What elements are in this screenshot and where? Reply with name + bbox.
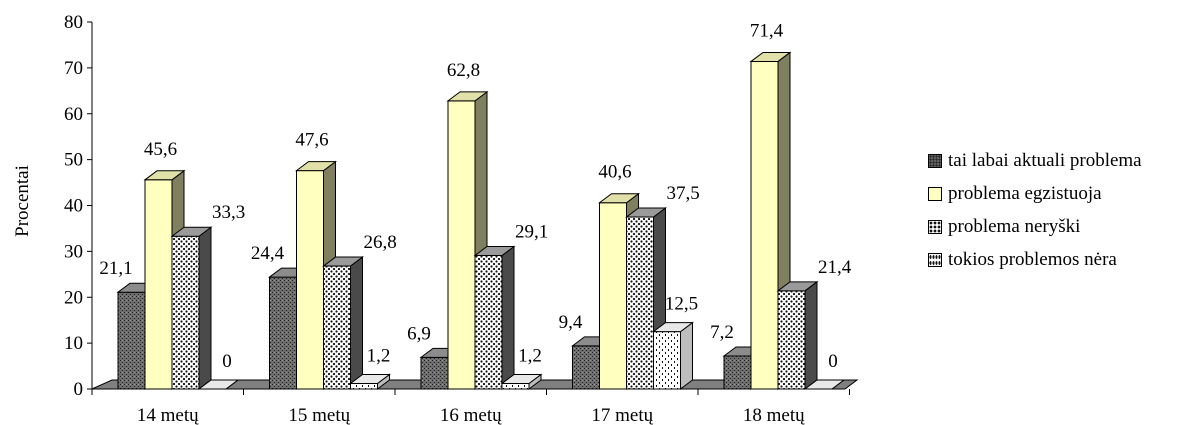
data-label: 37,5 — [667, 183, 700, 204]
x-tick-label: 17 metų — [591, 405, 653, 425]
data-label: 24,4 — [251, 243, 285, 264]
bar-none — [803, 379, 846, 390]
y-axis-title: Procentai — [12, 165, 33, 237]
legend-label: tai labai aktuali problema — [948, 149, 1142, 171]
data-label: 45,6 — [144, 139, 177, 160]
data-label: 40,6 — [598, 162, 631, 183]
bar-none — [349, 373, 391, 390]
data-label: 33,3 — [212, 202, 245, 223]
legend-label: problema neryški — [948, 215, 1081, 237]
x-tick-label: 18 metų — [743, 405, 805, 425]
legend: tai labai aktuali problema problema egzi… — [928, 144, 1142, 276]
data-label: 29,1 — [515, 222, 548, 243]
data-label: 21,4 — [818, 257, 852, 278]
bar-unclear — [473, 245, 516, 390]
data-label: 47,6 — [295, 130, 328, 151]
x-tick-label: 14 metų — [137, 405, 199, 425]
legend-label: problema egzistuoja — [948, 182, 1102, 204]
data-label: 21,1 — [99, 258, 132, 279]
data-label: 1,2 — [367, 345, 391, 366]
x-tick-label: 15 metų — [288, 405, 350, 425]
y-tick-label: 60 — [64, 104, 83, 125]
y-tick-label: 70 — [64, 58, 83, 79]
data-label: 26,8 — [364, 232, 397, 253]
y-tick-label: 50 — [64, 150, 83, 171]
data-label: 1,2 — [518, 345, 542, 366]
data-label: 62,8 — [447, 60, 480, 81]
legend-swatch — [928, 186, 942, 201]
y-tick-label: 30 — [64, 241, 83, 262]
bar-exists — [446, 90, 489, 390]
data-label: 6,9 — [407, 323, 431, 344]
legend-item-exists: problema egzistuoja — [928, 177, 1142, 210]
legend-swatch — [928, 153, 942, 168]
bar-unclear — [170, 226, 213, 390]
y-tick-label: 80 — [64, 12, 83, 33]
data-label: 9,4 — [559, 312, 583, 333]
bar-unclear — [776, 280, 819, 390]
data-label: 0 — [222, 351, 232, 372]
legend-swatch — [928, 219, 942, 234]
data-label: 7,2 — [710, 322, 734, 343]
y-tick-label: 20 — [64, 287, 83, 308]
legend-item-unclear: problema neryški — [928, 210, 1142, 243]
legend-label: tokios problemos nėra — [948, 248, 1117, 270]
data-label: 12,5 — [665, 294, 698, 315]
y-tick-label: 0 — [74, 379, 84, 400]
legend-item-very-relevant: tai labai aktuali problema — [928, 144, 1142, 177]
legend-swatch — [928, 252, 942, 267]
bar-none — [500, 373, 543, 390]
y-tick-label: 10 — [64, 333, 83, 354]
bar-unclear — [322, 256, 364, 390]
y-tick-label: 40 — [64, 196, 83, 217]
bar-none — [652, 321, 694, 390]
legend-item-none: tokios problemos nėra — [928, 243, 1142, 276]
bar-none — [197, 379, 240, 390]
x-tick-label: 16 metų — [440, 405, 502, 425]
data-label: 71,4 — [750, 20, 784, 41]
data-label: 0 — [828, 351, 838, 372]
plot-area: 0 10 20 30 40 50 60 70 80 14 metų 15 metų 16 metų 17… — [64, 12, 859, 425]
